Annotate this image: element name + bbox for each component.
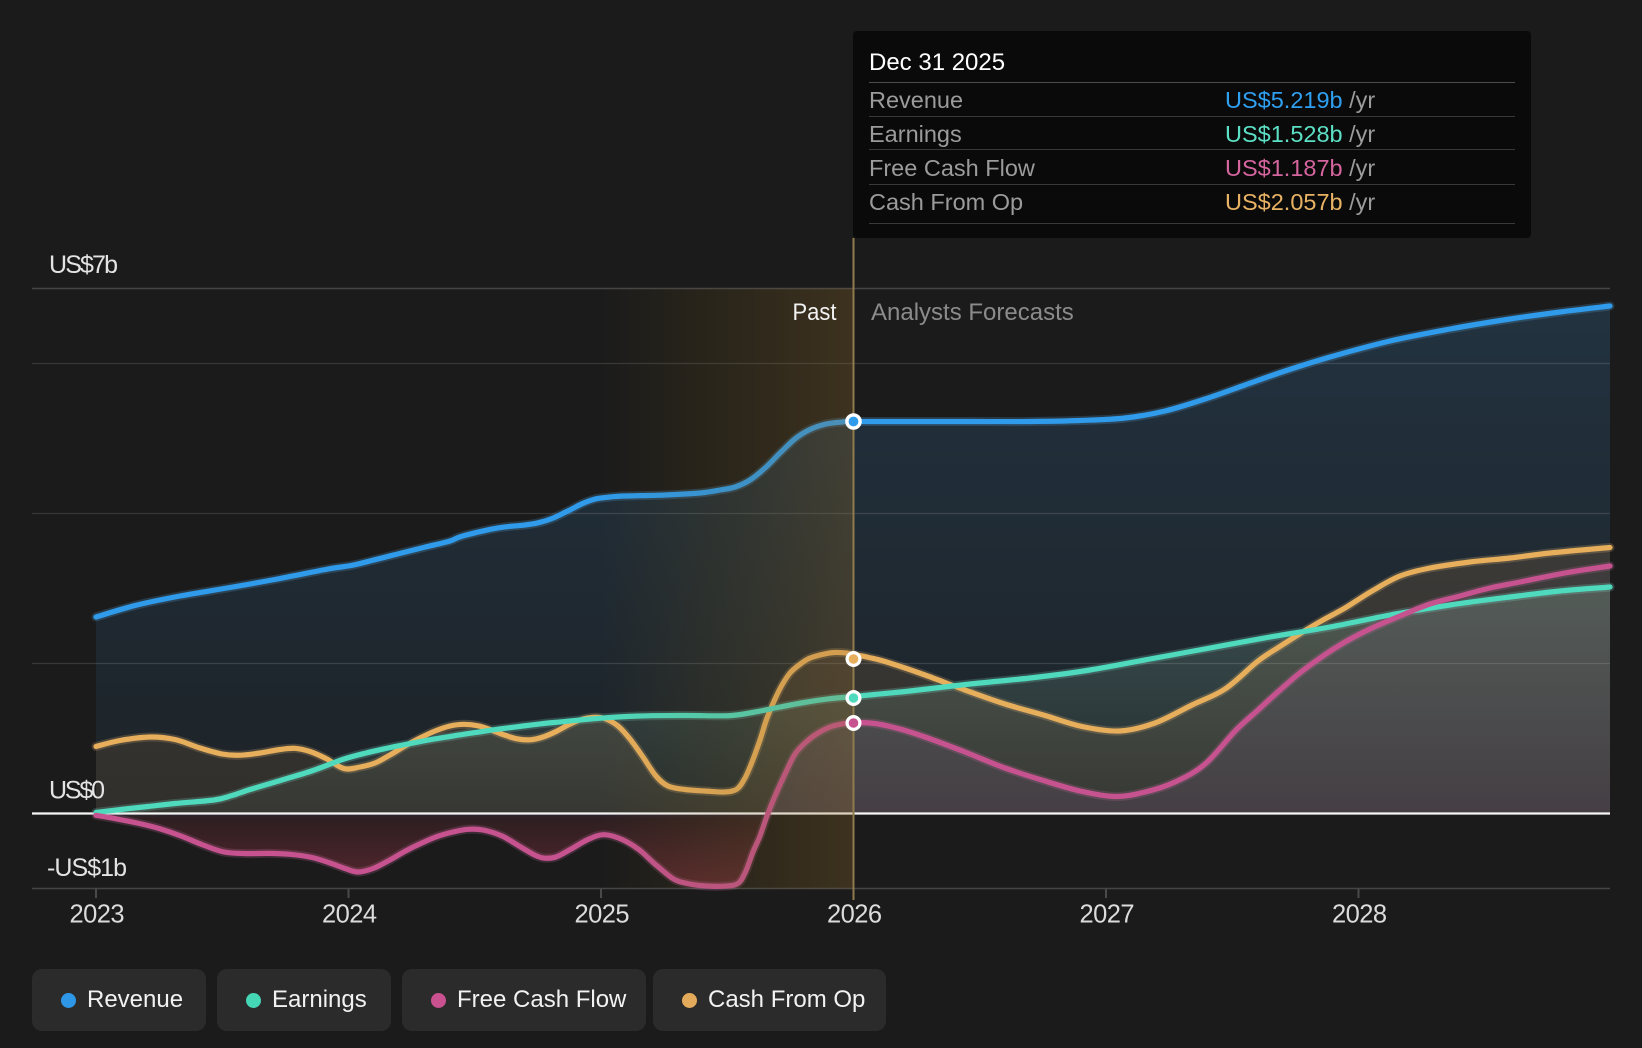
- svg-text:US$7b: US$7b: [49, 251, 118, 279]
- svg-text:2024: 2024: [322, 901, 377, 929]
- svg-text:2023: 2023: [70, 901, 125, 929]
- svg-text:US$0: US$0: [49, 777, 105, 805]
- svg-text:Past: Past: [793, 299, 837, 326]
- svg-text:Analysts Forecasts: Analysts Forecasts: [871, 299, 1074, 326]
- svg-text:2026: 2026: [827, 901, 882, 929]
- svg-text:2025: 2025: [575, 901, 630, 929]
- svg-text:2027: 2027: [1080, 901, 1135, 929]
- svg-text:2028: 2028: [1332, 901, 1387, 929]
- svg-text:-US$1b: -US$1b: [47, 854, 127, 882]
